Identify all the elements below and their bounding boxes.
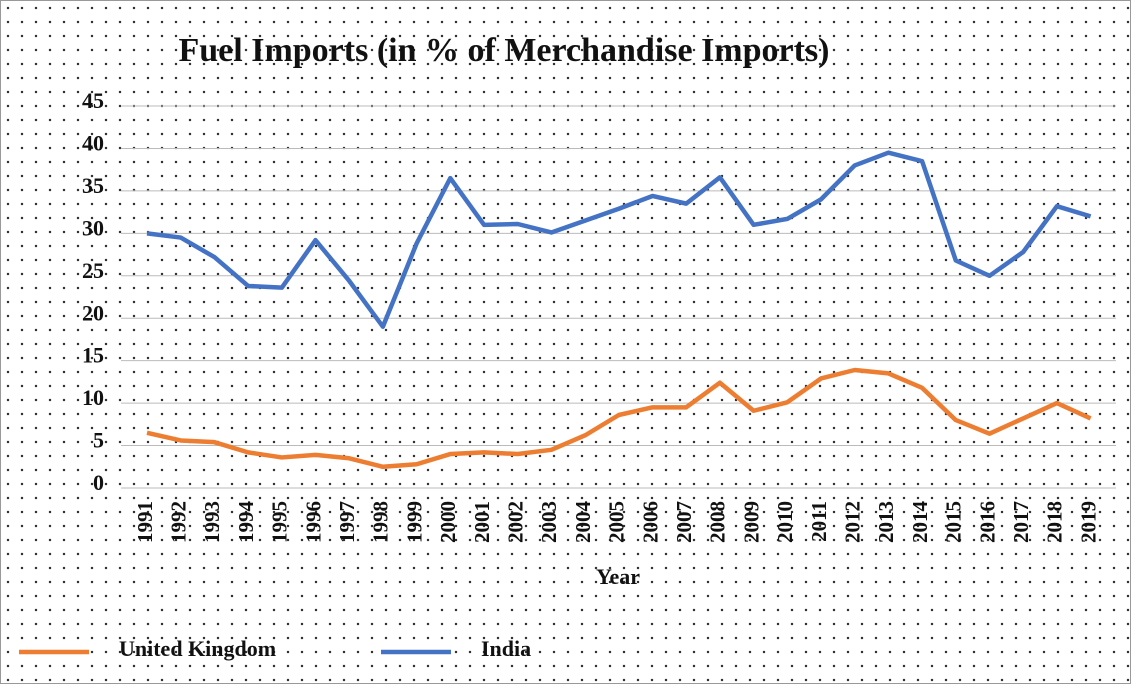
x-tick-label: 2010 [773,501,797,543]
x-tick-label: 1996 [301,501,325,543]
y-tick-label: 35 [82,173,104,198]
x-tick-label: 2008 [706,501,730,543]
y-tick-label: 15 [82,343,104,368]
y-tick-label: 45 [82,88,104,113]
x-tick-label: 2002 [504,501,528,543]
x-tick-label: 2003 [537,501,561,543]
x-tick-label: 1999 [402,501,426,543]
x-tick-label: 2015 [942,501,966,543]
legend-label: India [481,636,531,661]
x-tick-label: 1993 [200,501,224,543]
x-tick-label: 1992 [167,501,191,543]
x-tick-label: 2006 [638,501,662,543]
chart-title: Fuel Imports (in % of Merchandise Import… [179,32,830,69]
y-tick-label: 10 [82,385,104,410]
x-tick-label: 1998 [369,501,393,543]
x-tick-label: 2004 [571,501,595,544]
x-tick-label: 2019 [1076,501,1100,543]
line-series [146,367,1092,470]
x-tick-label: 2013 [874,501,898,543]
y-tick-label: 25 [82,258,104,283]
x-tick-label: 2012 [841,501,865,543]
x-tick-label: 1991 [133,501,157,543]
y-tick-label: 30 [82,215,104,240]
x-tick-label: 2009 [739,501,763,543]
x-tick-label: 2018 [1043,501,1067,543]
x-tick-label: 2014 [908,501,932,544]
x-tick-label: 2016 [975,501,999,543]
x-tick-label: 2007 [672,501,696,543]
y-tick-label: 5 [93,428,104,453]
y-tick-label: 0 [93,470,104,495]
x-tick-label: 2011 [807,501,831,542]
x-axis-label: Year [596,564,640,589]
line-series [146,150,1092,329]
x-tick-label: 2017 [1009,501,1033,543]
y-tick-label: 20 [82,300,104,325]
x-tick-label: 1995 [268,501,292,543]
x-tick-label: 1997 [335,501,359,543]
x-tick-label: 2005 [605,501,629,543]
x-tick-label: 2001 [470,501,494,543]
x-tick-label: 1994 [234,501,258,544]
legend-label: United Kingdom [119,636,276,661]
x-tick-label: 2000 [436,501,460,543]
y-tick-label: 40 [82,130,104,155]
